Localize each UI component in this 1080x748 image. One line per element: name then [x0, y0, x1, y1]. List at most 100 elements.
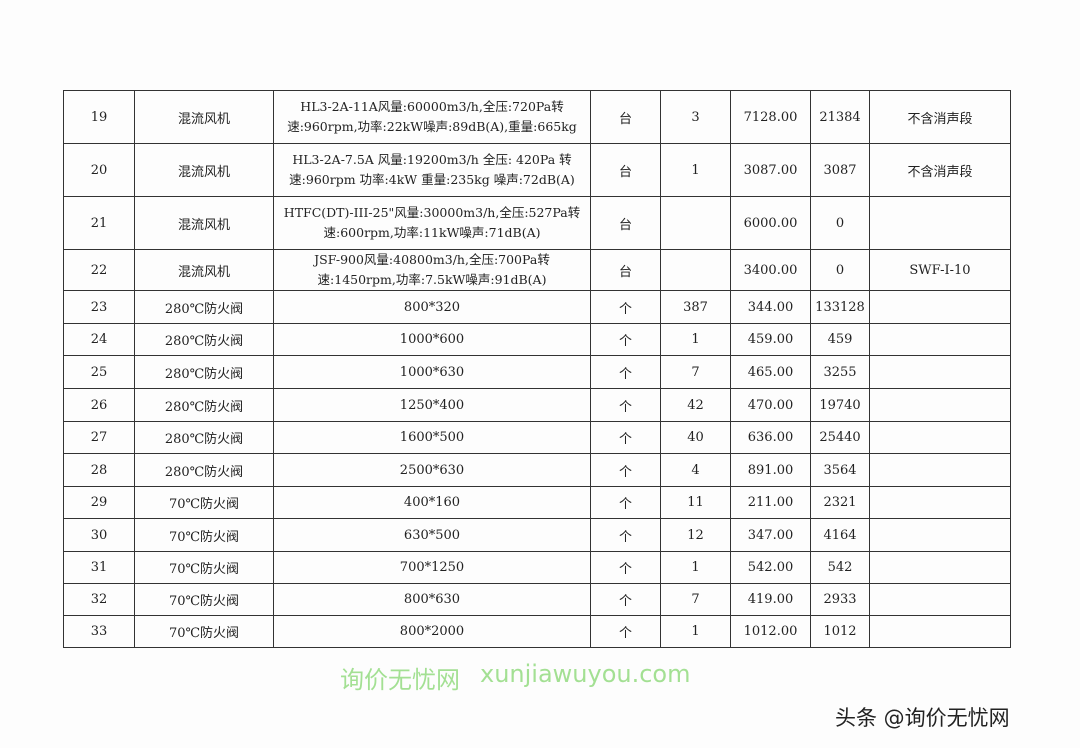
- cell-spec: 2500*630: [273, 453, 591, 487]
- cell-price: 636.00: [730, 421, 811, 454]
- cell-name: 280℃防火阀: [134, 388, 274, 422]
- cell-note: [869, 421, 1011, 454]
- cell-unit: 台: [590, 90, 661, 144]
- cell-total: 4164: [810, 518, 870, 552]
- cell-qty: 1: [660, 323, 731, 356]
- cell-price: 6000.00: [730, 196, 811, 250]
- cell-unit: 台: [590, 249, 661, 291]
- cell-unit: 个: [590, 421, 661, 454]
- cell-note: SWF-I-10: [869, 249, 1011, 291]
- cell-spec: 1000*630: [273, 355, 591, 389]
- table-row: 23 280℃防火阀 800*320 个 387 344.00 133128: [63, 290, 1011, 324]
- cell-price: 470.00: [730, 388, 811, 422]
- cell-total: 459: [810, 323, 870, 356]
- cell-name: 280℃防火阀: [134, 323, 274, 356]
- cell-spec: 800*630: [273, 583, 591, 616]
- watermark-cn: 询价无忧网: [340, 666, 460, 694]
- cell-price: 419.00: [730, 583, 811, 616]
- cell-price: 1012.00: [730, 615, 811, 648]
- cell-spec: JSF-900风量:40800m3/h,全压:700Pa转速:1450rpm,功…: [273, 249, 591, 291]
- cell-qty: 3: [660, 90, 731, 144]
- cell-note: [869, 196, 1011, 250]
- cell-spec: 700*1250: [273, 551, 591, 584]
- table-row: 21 混流风机 HTFC(DT)-III-25"风量:30000m3/h,全压:52…: [63, 196, 1011, 250]
- cell-price: 891.00: [730, 453, 811, 487]
- table-row: 27 280℃防火阀 1600*500 个 40 636.00 25440: [63, 421, 1011, 454]
- cell-no: 28: [63, 453, 135, 487]
- price-table: 19 混流风机 HL3-2A-11A风量:60000m3/h,全压:720Pa转速:…: [63, 90, 1011, 648]
- table-row: 29 70℃防火阀 400*160 个 11 211.00 2321: [63, 486, 1011, 519]
- cell-qty: 1: [660, 551, 731, 584]
- cell-unit: 个: [590, 518, 661, 552]
- cell-no: 19: [63, 90, 135, 144]
- cell-name: 混流风机: [134, 249, 274, 291]
- cell-note: [869, 388, 1011, 422]
- cell-no: 31: [63, 551, 135, 584]
- cell-no: 26: [63, 388, 135, 422]
- cell-spec: 630*500: [273, 518, 591, 552]
- table-row: 28 280℃防火阀 2500*630 个 4 891.00 3564: [63, 453, 1011, 487]
- cell-price: 7128.00: [730, 90, 811, 144]
- table-row: 33 70℃防火阀 800*2000 个 1 1012.00 1012: [63, 615, 1011, 648]
- cell-total: 542: [810, 551, 870, 584]
- cell-no: 20: [63, 143, 135, 197]
- cell-qty: 7: [660, 583, 731, 616]
- cell-note: [869, 355, 1011, 389]
- cell-note: [869, 518, 1011, 552]
- cell-price: 3087.00: [730, 143, 811, 197]
- cell-total: 3087: [810, 143, 870, 197]
- cell-price: 465.00: [730, 355, 811, 389]
- cell-qty: 40: [660, 421, 731, 454]
- cell-total: 133128: [810, 290, 870, 324]
- cell-total: 21384: [810, 90, 870, 144]
- cell-total: 25440: [810, 421, 870, 454]
- cell-unit: 台: [590, 196, 661, 250]
- cell-spec: HTFC(DT)-III-25"风量:30000m3/h,全压:527Pa转速:…: [273, 196, 591, 250]
- cell-no: 23: [63, 290, 135, 324]
- table-row: 26 280℃防火阀 1250*400 个 42 470.00 19740: [63, 388, 1011, 422]
- cell-no: 24: [63, 323, 135, 356]
- cell-price: 459.00: [730, 323, 811, 356]
- cell-no: 30: [63, 518, 135, 552]
- cell-total: 0: [810, 196, 870, 250]
- cell-qty: [660, 249, 731, 291]
- cell-no: 29: [63, 486, 135, 519]
- cell-total: 0: [810, 249, 870, 291]
- table-row: 20 混流风机 HL3-2A-7.5A 风量:19200m3/h 全压: 420Pa…: [63, 143, 1011, 197]
- cell-total: 19740: [810, 388, 870, 422]
- cell-total: 3255: [810, 355, 870, 389]
- cell-note: [869, 551, 1011, 584]
- cell-no: 27: [63, 421, 135, 454]
- cell-qty: 4: [660, 453, 731, 487]
- cell-note: 不含消声段: [869, 143, 1011, 197]
- table-row: 31 70℃防火阀 700*1250 个 1 542.00 542: [63, 551, 1011, 584]
- cell-name: 280℃防火阀: [134, 421, 274, 454]
- cell-name: 280℃防火阀: [134, 453, 274, 487]
- table-row: 25 280℃防火阀 1000*630 个 7 465.00 3255: [63, 355, 1011, 389]
- cell-price: 211.00: [730, 486, 811, 519]
- table-row: 30 70℃防火阀 630*500 个 12 347.00 4164: [63, 518, 1011, 552]
- cell-qty: 387: [660, 290, 731, 324]
- cell-spec: 400*160: [273, 486, 591, 519]
- table-row: 32 70℃防火阀 800*630 个 7 419.00 2933: [63, 583, 1011, 616]
- cell-unit: 个: [590, 486, 661, 519]
- table-row: 24 280℃防火阀 1000*600 个 1 459.00 459: [63, 323, 1011, 356]
- cell-price: 344.00: [730, 290, 811, 324]
- cell-qty: 11: [660, 486, 731, 519]
- cell-name: 混流风机: [134, 196, 274, 250]
- cell-name: 混流风机: [134, 143, 274, 197]
- cell-total: 2933: [810, 583, 870, 616]
- cell-qty: 1: [660, 615, 731, 648]
- cell-price: 3400.00: [730, 249, 811, 291]
- cell-spec: 1250*400: [273, 388, 591, 422]
- cell-no: 21: [63, 196, 135, 250]
- cell-qty: 12: [660, 518, 731, 552]
- cell-note: [869, 583, 1011, 616]
- footer-credit: 头条 @询价无忧网: [835, 706, 1010, 730]
- cell-qty: 7: [660, 355, 731, 389]
- cell-name: 混流风机: [134, 90, 274, 144]
- cell-name: 70℃防火阀: [134, 486, 274, 519]
- table-row: 19 混流风机 HL3-2A-11A风量:60000m3/h,全压:720Pa转速:…: [63, 90, 1011, 144]
- cell-name: 280℃防火阀: [134, 355, 274, 389]
- cell-name: 280℃防火阀: [134, 290, 274, 324]
